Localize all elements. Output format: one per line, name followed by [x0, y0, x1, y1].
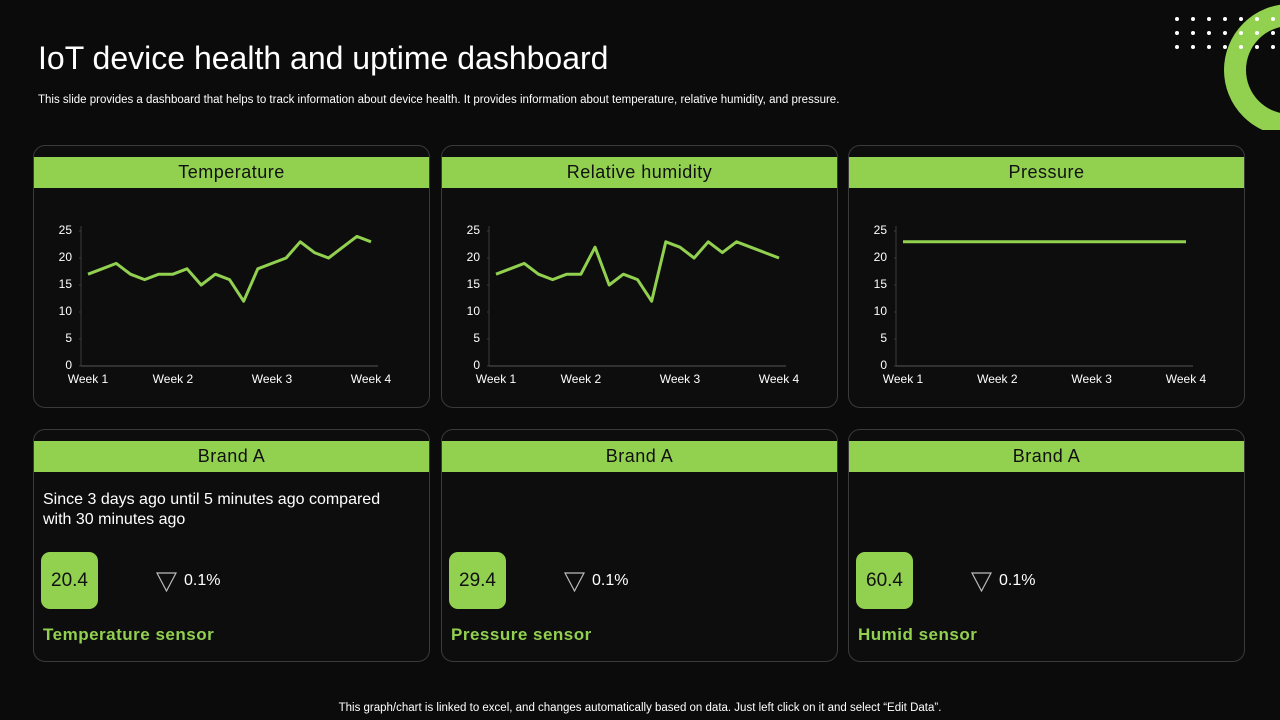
x-tick-label: Week 2 — [561, 372, 602, 386]
card-header: Brand A — [442, 441, 837, 472]
dot — [1255, 31, 1259, 35]
stat-card: Brand A 29.4 0.1% Pressure sensor — [441, 429, 838, 662]
x-tick-label: Week 4 — [1166, 372, 1207, 386]
dot — [1271, 31, 1275, 35]
sensor-label: Humid sensor — [858, 625, 978, 644]
y-tick-label: 0 — [473, 358, 480, 372]
x-tick-label: Week 4 — [351, 372, 392, 386]
x-tick-label: Week 1 — [883, 372, 924, 386]
card-description: Since 3 days ago until 5 minutes ago com… — [43, 491, 381, 528]
dot — [1255, 45, 1259, 49]
dot — [1191, 45, 1195, 49]
y-tick-label: 15 — [59, 277, 73, 291]
dot — [1175, 45, 1179, 49]
dot — [1255, 17, 1259, 21]
y-tick-label: 10 — [467, 304, 481, 318]
stat-card: Brand A 60.4 0.1% Humid sensor — [848, 429, 1245, 662]
dot — [1271, 45, 1275, 49]
triangle — [564, 572, 585, 592]
dot — [1175, 31, 1179, 35]
dot — [1239, 17, 1243, 21]
dot — [1207, 45, 1211, 49]
dot — [1175, 17, 1179, 21]
value-badge: 29.4 — [449, 552, 506, 609]
data-line — [495, 240, 780, 303]
y-tick-label: 10 — [59, 304, 73, 318]
dot — [1239, 31, 1243, 35]
y-tick-label: 20 — [467, 250, 481, 264]
change: 0.1% — [184, 572, 221, 589]
change: 0.1% — [592, 572, 629, 589]
chart-panel: Temperature 0 5 10 15 20 25 Week 1 Week 2 Week 3 W… — [33, 145, 430, 408]
sensor-label: Pressure sensor — [451, 625, 592, 644]
subtitle: This slide provides a dashboard that hel… — [38, 94, 840, 106]
ring — [1224, 4, 1280, 130]
y-tick-label: 25 — [467, 223, 481, 237]
dot — [1239, 45, 1243, 49]
y-tick-label: 25 — [874, 223, 888, 237]
data-line — [87, 234, 372, 303]
x-tick-label: Week 3 — [252, 372, 293, 386]
title: IoT device health and uptime dashboard — [38, 40, 609, 76]
y-tick-label: 15 — [874, 277, 888, 291]
card-header: Brand A — [849, 441, 1244, 472]
y-tick-label: 20 — [874, 250, 888, 264]
chart-panel: Pressure 0 5 10 15 20 25 Week 1 Week 2 Week 3 Week… — [848, 145, 1245, 408]
down-arrow — [156, 572, 177, 592]
y-tick-label: 5 — [65, 331, 72, 345]
dot — [1207, 31, 1211, 35]
dot — [1271, 17, 1275, 21]
value-badge: 60.4 — [856, 552, 913, 609]
chart-panel: Relative humidity 0 5 10 15 20 25 Week 1 Week 2 W… — [441, 145, 838, 408]
x-tick-label: Week 3 — [660, 372, 701, 386]
panel-header: Relative humidity — [442, 157, 837, 188]
chart: 0 5 10 15 20 25 Week 1 Week 2 Week 3 Week 4 — [874, 223, 1207, 386]
y-tick-label: 10 — [874, 304, 888, 318]
y-tick-label: 5 — [880, 331, 887, 345]
x-tick-label: Week 4 — [759, 372, 800, 386]
dot — [1223, 17, 1227, 21]
x-tick-label: Week 2 — [977, 372, 1018, 386]
chart: 0 5 10 15 20 25 Week 1 Week 2 Week 3 Week 4 — [59, 223, 392, 386]
footer: This graph/chart is linked to excel, and… — [338, 702, 942, 714]
chart: 0 5 10 15 20 25 Week 1 Week 2 Week 3 Week 4 — [467, 223, 800, 386]
change: 0.1% — [999, 572, 1036, 589]
x-tick-label: Week 1 — [476, 372, 517, 386]
dot — [1191, 17, 1195, 21]
y-tick-label: 5 — [473, 331, 480, 345]
y-tick-label: 20 — [59, 250, 73, 264]
y-tick-label: 25 — [59, 223, 73, 237]
sensor-label: Temperature sensor — [43, 625, 215, 644]
x-tick-label: Week 1 — [68, 372, 109, 386]
triangle — [156, 572, 177, 592]
triangle — [971, 572, 992, 592]
decoration — [1175, 4, 1280, 130]
dot — [1223, 45, 1227, 49]
panel-header: Temperature — [34, 157, 429, 188]
card-header: Brand A — [34, 441, 429, 472]
value-badge: 20.4 — [41, 552, 98, 609]
x-tick-label: Week 2 — [153, 372, 194, 386]
y-tick-label: 15 — [467, 277, 481, 291]
stat-card: Brand A Since 3 days ago until 5 minutes … — [33, 429, 430, 662]
down-arrow — [971, 572, 992, 592]
down-arrow — [564, 572, 585, 592]
y-tick-label: 0 — [880, 358, 887, 372]
dot — [1223, 31, 1227, 35]
dot — [1191, 31, 1195, 35]
x-tick-label: Week 3 — [1071, 372, 1112, 386]
y-tick-label: 0 — [65, 358, 72, 372]
dot — [1207, 17, 1211, 21]
panel-header: Pressure — [849, 157, 1244, 188]
